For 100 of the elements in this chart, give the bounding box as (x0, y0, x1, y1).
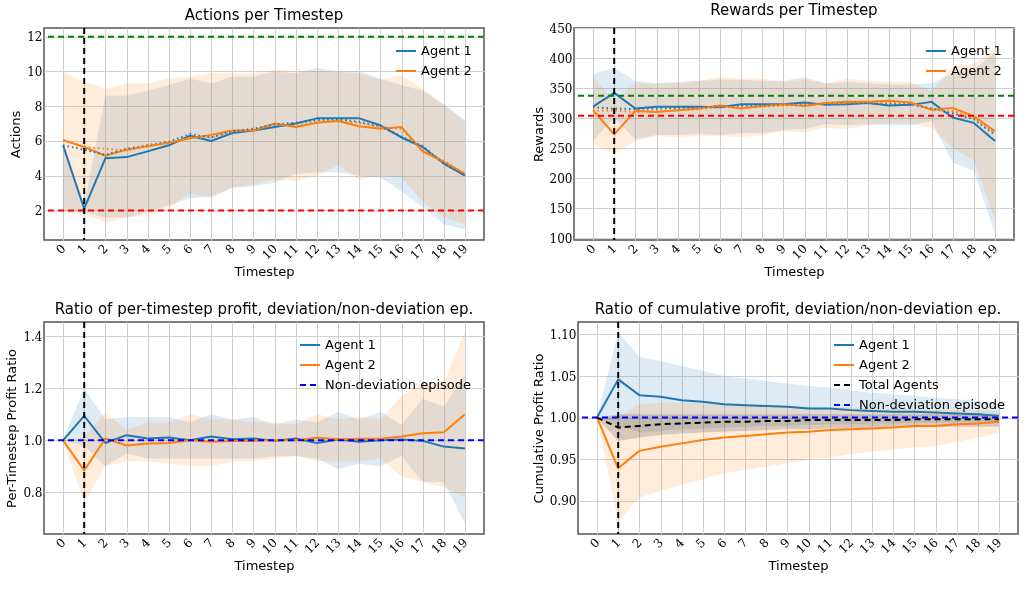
x-tick-label: 14 (877, 535, 899, 557)
x-tick-label: 16 (916, 241, 937, 263)
y-tick-label: 10 (27, 64, 43, 79)
x-tick-label: 0 (53, 241, 69, 257)
line-series (596, 416, 1000, 470)
x-tick-label: 12 (301, 535, 323, 557)
x-tick-label: 19 (983, 535, 1005, 557)
x-tick-label: 5 (158, 241, 175, 257)
x-tick-label: 7 (735, 535, 751, 551)
x-tick-label: 15 (899, 535, 920, 557)
y-tick-label: 1.00 (549, 411, 577, 426)
x-tick-label: 15 (895, 241, 916, 263)
x-tick-label: 0 (583, 241, 599, 257)
x-tick-label: 12 (835, 535, 857, 557)
legend-label: Agent 1 (325, 337, 376, 352)
x-tick-label: 16 (920, 535, 941, 557)
x-tick-label: 15 (365, 241, 386, 263)
x-tick-label: 5 (692, 535, 709, 551)
x-tick-label: 12 (301, 241, 323, 263)
legend-label: Agent 1 (421, 43, 472, 58)
chart-title: Ratio of cumulative profit, deviation/non-deviation ep. (594, 300, 1002, 318)
x-tick-label: 19 (979, 241, 1001, 263)
y-tick-label: 0.8 (23, 485, 43, 500)
legend-label: Non-deviation episode (859, 397, 1006, 412)
y-tick-label: 200 (549, 171, 573, 186)
x-tick-label: 2 (629, 535, 645, 551)
y-tick-label: 0.90 (549, 494, 577, 509)
x-tick-label: 15 (365, 535, 386, 557)
x-tick-label: 3 (116, 241, 132, 257)
x-tick-label: 17 (941, 535, 963, 557)
y-tick-label: 400 (549, 51, 573, 66)
x-tick-label: 18 (958, 241, 980, 263)
x-tick-label: 7 (731, 241, 747, 257)
y-tick-label: 1.2 (23, 381, 43, 396)
x-tick-label: 0 (587, 535, 603, 551)
x-tick-label: 2 (95, 535, 111, 551)
y-axis-title: Rewards (530, 106, 546, 163)
x-tick-label: 14 (343, 535, 365, 557)
x-tick-label: 2 (625, 241, 641, 257)
legend-label: Non-deviation episode (325, 377, 472, 392)
x-tick-label: 1 (608, 535, 624, 551)
legend-label: Agent 2 (951, 63, 1002, 78)
x-tick-label: 1 (604, 241, 620, 257)
y-tick-label: 450 (549, 21, 573, 36)
x-tick-label: 8 (756, 535, 772, 551)
y-tick-label: 100 (549, 231, 573, 246)
x-tick-label: 6 (180, 241, 196, 257)
x-axis-title: Timestep (767, 557, 829, 573)
x-tick-label: 9 (243, 535, 259, 551)
x-tick-label: 9 (243, 241, 259, 257)
x-tick-label: 3 (650, 535, 666, 551)
y-tick-label: 6 (34, 134, 43, 149)
x-tick-label: 10 (793, 535, 815, 557)
x-tick-label: 11 (280, 535, 302, 557)
y-tick-label: 8 (34, 99, 43, 114)
x-tick-label: 6 (710, 241, 726, 257)
x-tick-label: 12 (831, 241, 853, 263)
y-tick-label: 250 (549, 141, 573, 156)
x-tick-label: 11 (280, 241, 302, 263)
x-tick-label: 5 (158, 535, 175, 551)
y-tick-label: 12 (27, 30, 43, 45)
legend-label: Agent 1 (859, 337, 910, 352)
y-tick-label: 1.10 (549, 327, 577, 342)
y-tick-label: 150 (549, 201, 573, 216)
x-tick-label: 14 (343, 241, 365, 263)
legend-label: Agent 2 (421, 63, 472, 78)
x-tick-label: 13 (852, 241, 874, 263)
x-tick-label: 8 (222, 535, 238, 551)
y-tick-label: 1.4 (23, 329, 43, 344)
y-tick-label: 300 (549, 111, 573, 126)
x-tick-label: 16 (386, 535, 407, 557)
legend-label: Agent 2 (325, 357, 376, 372)
x-tick-label: 7 (201, 241, 217, 257)
x-tick-label: 13 (322, 241, 344, 263)
x-tick-label: 16 (386, 241, 407, 263)
x-tick-label: 19 (449, 241, 471, 263)
x-tick-label: 6 (180, 535, 196, 551)
y-axis-title: Cumulative Profit Ratio (530, 353, 546, 504)
x-tick-label: 5 (688, 241, 705, 257)
x-tick-label: 18 (962, 535, 984, 557)
x-tick-label: 9 (777, 535, 793, 551)
x-tick-label: 10 (259, 535, 281, 557)
x-tick-label: 1 (74, 535, 90, 551)
x-tick-label: 18 (428, 241, 450, 263)
x-tick-label: 7 (201, 535, 217, 551)
legend-label: Total Agents (858, 377, 939, 392)
y-tick-label: 1.0 (23, 433, 43, 448)
x-tick-label: 4 (671, 535, 688, 551)
x-tick-label: 17 (937, 241, 959, 263)
x-tick-label: 13 (322, 535, 344, 557)
chart-title: Rewards per Timestep (710, 1, 878, 19)
x-tick-label: 11 (814, 535, 836, 557)
x-tick-label: 11 (810, 241, 832, 263)
x-tick-label: 9 (773, 241, 789, 257)
x-axis-title: Timestep (233, 557, 295, 573)
x-tick-label: 2 (95, 241, 111, 257)
x-tick-label: 19 (449, 535, 471, 557)
x-tick-label: 8 (222, 241, 238, 257)
chart-title: Actions per Timestep (184, 6, 344, 24)
x-tick-label: 4 (667, 241, 684, 257)
